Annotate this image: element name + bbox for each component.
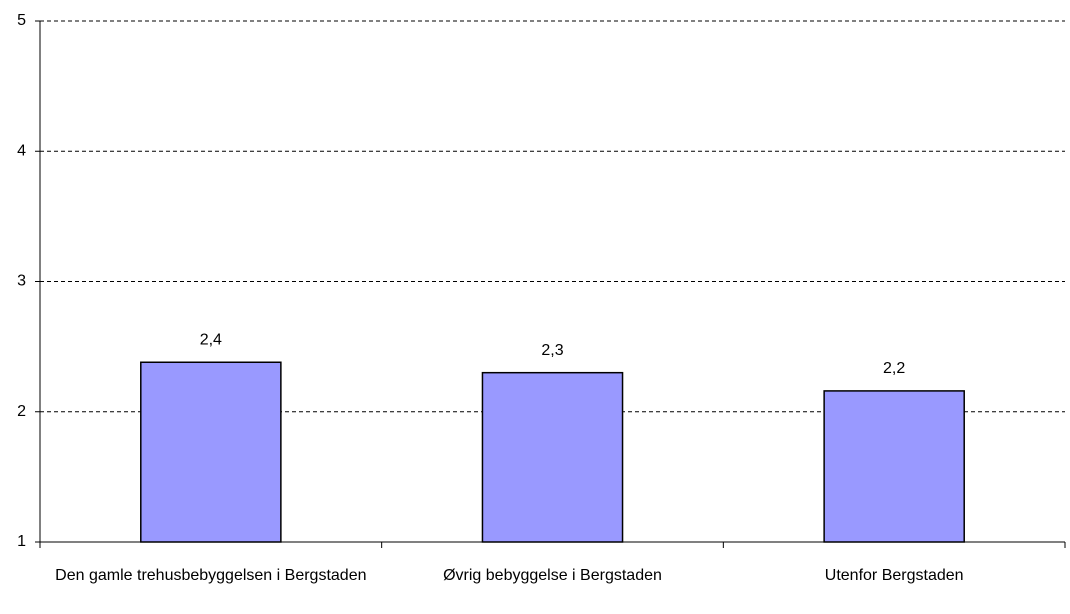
y-tick-label: 4 <box>17 142 26 159</box>
x-tick-label: Den gamle trehusbebyggelsen i Bergstaden <box>55 567 367 584</box>
data-label: 2,4 <box>200 331 222 348</box>
y-tick-label: 2 <box>17 403 26 420</box>
x-tick-label: Utenfor Bergstaden <box>824 567 964 584</box>
bar <box>481 371 624 543</box>
bar <box>140 361 282 543</box>
data-label: 2,2 <box>883 360 905 377</box>
bar <box>823 390 965 543</box>
x-tick-label: Øvrig bebyggelse i Bergstaden <box>443 567 662 584</box>
y-tick-label: 5 <box>17 12 26 29</box>
data-label: 2,3 <box>541 342 563 359</box>
y-tick-label: 3 <box>17 273 26 290</box>
y-tick-label: 1 <box>17 533 26 550</box>
